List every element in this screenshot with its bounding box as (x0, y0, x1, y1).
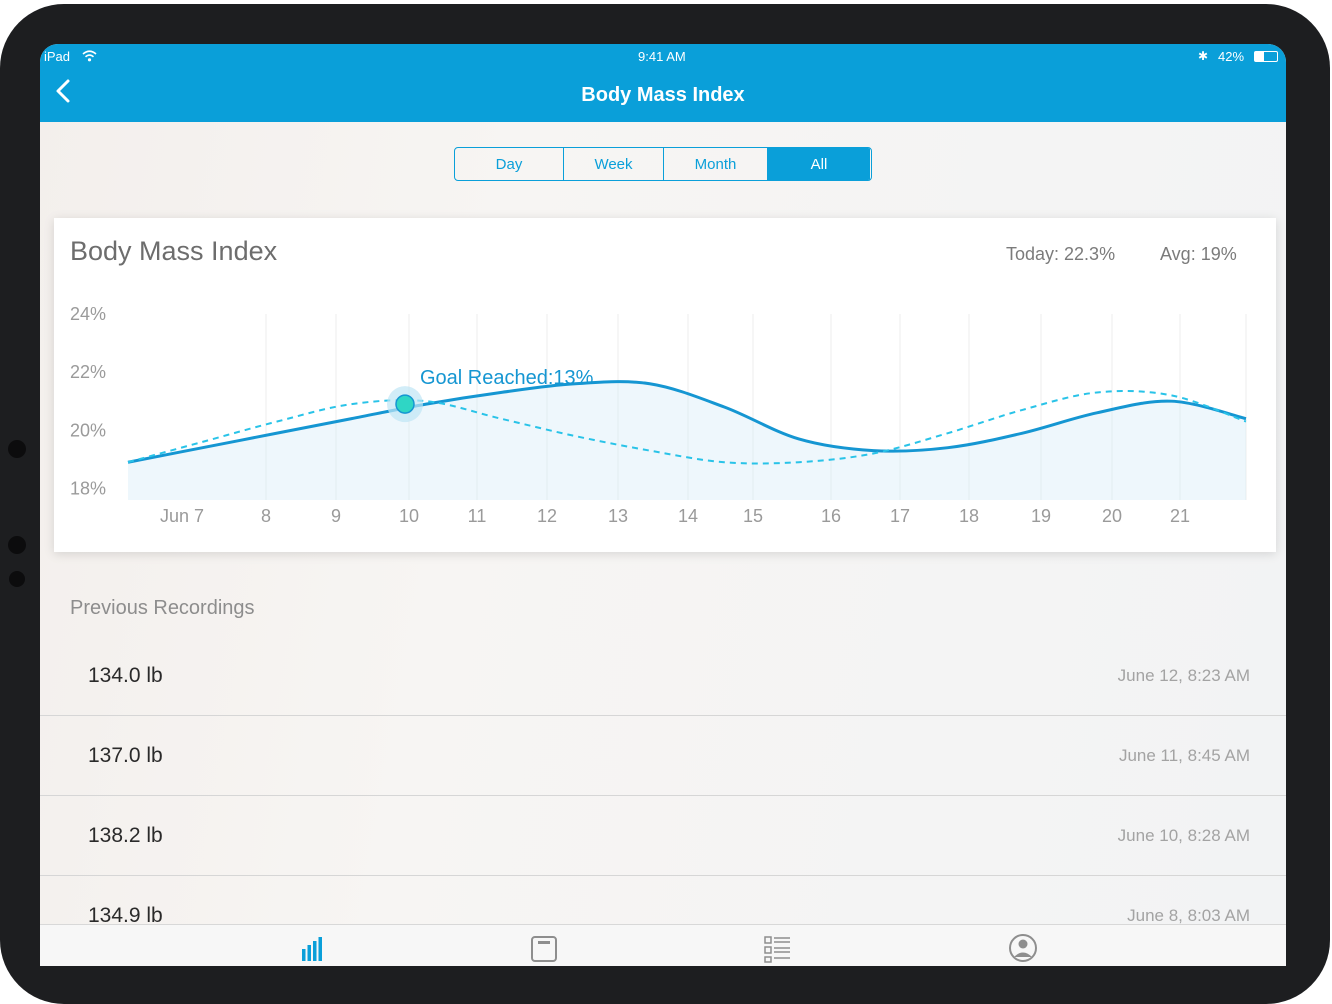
x-tick-label: 10 (399, 506, 419, 526)
today-stat: Today: 22.3% (1006, 244, 1116, 264)
list-item[interactable]: 134.0 lb June 12, 8:23 AM (40, 636, 1286, 716)
recording-date: June 8, 8:03 AM (1127, 906, 1250, 925)
status-time: 9:41 AM (638, 49, 686, 64)
x-tick-label: 17 (890, 506, 910, 526)
x-tick-label: 8 (261, 506, 271, 526)
period-segmented-control: Day Week Month All (454, 147, 872, 181)
recording-value: 134.9 lb (88, 904, 163, 927)
card-title: Body Mass Index (70, 236, 278, 266)
y-tick-label: 22% (70, 362, 106, 382)
segment-week[interactable]: Week (564, 148, 664, 180)
x-tick-label: 16 (821, 506, 841, 526)
recording-date: June 11, 8:45 AM (1118, 746, 1250, 765)
x-tick-label: 18 (959, 506, 979, 526)
goal-annotation-label: Goal Reached:13% (420, 367, 594, 389)
avg-stat: Avg: 19% (1160, 244, 1237, 264)
wifi-icon (82, 50, 97, 62)
x-tick-label: 11 (468, 506, 487, 526)
y-tick-label: 24% (70, 304, 106, 324)
section-title: Previous Recordings (70, 597, 255, 619)
x-tick-label: 13 (608, 506, 628, 526)
nav-title: Body Mass Index (581, 84, 745, 106)
recording-value: 138.2 lb (88, 824, 163, 847)
bar-chart-icon[interactable] (297, 933, 329, 963)
x-tick-label: 19 (1031, 506, 1051, 526)
bluetooth-icon: ✱ (1198, 49, 1209, 63)
recording-date: June 10, 8:28 AM (1117, 826, 1250, 845)
status-device: iPad (44, 49, 71, 64)
scale-icon[interactable] (528, 933, 560, 963)
x-tick-label: 20 (1102, 506, 1122, 526)
battery-icon (1254, 51, 1278, 62)
tab-bar (40, 924, 1286, 966)
bmi-chart-card: Body Mass Index Today: 22.3% Avg: 19% 24… (54, 218, 1276, 552)
recording-value: 137.0 lb (88, 744, 163, 767)
series-area (128, 381, 1246, 500)
list-item[interactable]: 137.0 lb June 11, 8:45 AM (40, 716, 1286, 796)
x-tick-label: 9 (331, 506, 341, 526)
segment-all[interactable]: All (768, 148, 870, 180)
segment-day[interactable]: Day (455, 148, 564, 180)
x-tick-label: Jun 7 (160, 506, 204, 526)
list-icon[interactable] (761, 933, 793, 963)
goal-marker (395, 394, 415, 414)
recording-date: June 12, 8:23 AM (1117, 666, 1250, 685)
list-item[interactable]: 138.2 lb June 10, 8:28 AM (40, 796, 1286, 876)
y-tick-label: 18% (70, 478, 106, 498)
side-button (8, 440, 26, 458)
screen: iPad 9:41 AM ✱ 42% Body Mass Index Day W… (40, 44, 1286, 966)
side-button (9, 571, 25, 587)
x-tick-label: 12 (537, 506, 557, 526)
bmi-series-line (127, 380, 1247, 464)
recordings-list: 134.0 lb June 12, 8:23 AM 137.0 lb June … (40, 636, 1286, 956)
profile-icon[interactable] (1007, 933, 1039, 963)
recording-value: 134.0 lb (88, 664, 163, 687)
bmi-line-chart: 24% 22% 20% 18% Jun 7 8 9 10 11 12 13 14 15 16 17 18 19 2… (70, 304, 1247, 526)
side-button (8, 536, 26, 554)
goal-series-line (127, 390, 1247, 465)
navigation-bar: iPad 9:41 AM ✱ 42% Body Mass Index (40, 44, 1286, 122)
status-battery: 42% (1218, 49, 1245, 64)
x-tick-label: 14 (678, 506, 698, 526)
x-tick-label: 15 (743, 506, 763, 526)
back-button[interactable] (52, 78, 76, 104)
segment-month[interactable]: Month (664, 148, 768, 180)
x-tick-label: 21 (1170, 506, 1190, 526)
y-tick-label: 20% (70, 420, 106, 440)
